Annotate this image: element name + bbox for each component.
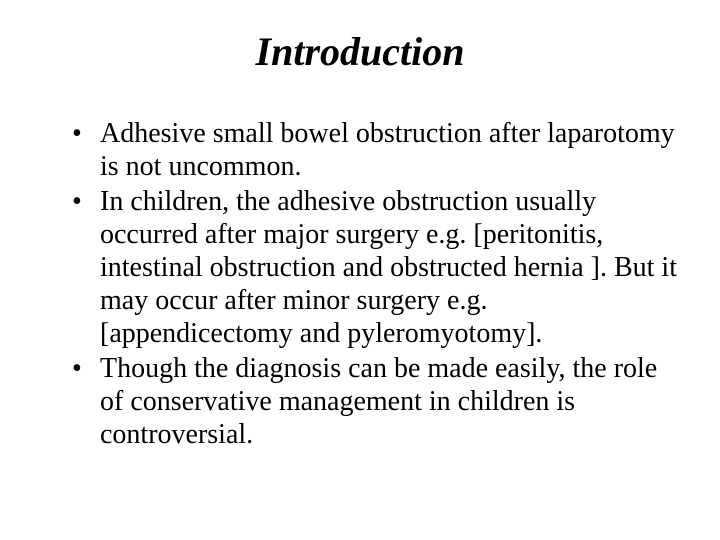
slide-title: Introduction — [40, 28, 680, 75]
list-item: Adhesive small bowel obstruction after l… — [72, 117, 680, 183]
bullet-list: Adhesive small bowel obstruction after l… — [40, 117, 680, 451]
list-item: Though the diagnosis can be made easily,… — [72, 352, 680, 451]
list-item: In children, the adhesive obstruction us… — [72, 185, 680, 350]
